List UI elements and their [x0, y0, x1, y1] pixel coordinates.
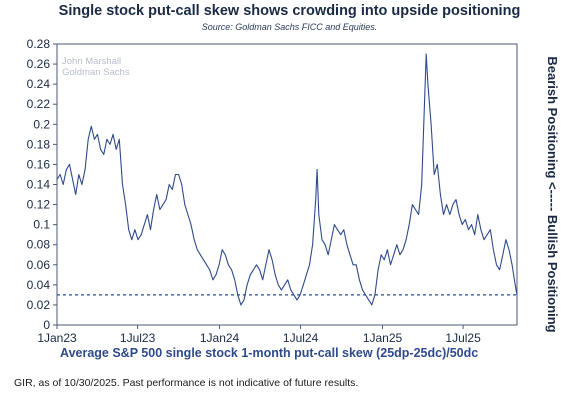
y-tick-label: 0.24: [27, 77, 51, 91]
series-layer: [56, 53, 518, 306]
chart-source: Source: Goldman Sachs FICC and Equities.: [201, 22, 378, 32]
x-tick-label: 1Jul25: [445, 331, 481, 345]
y-tick-label: 0.04: [27, 278, 51, 292]
x-tick-label: 1Jan23: [37, 331, 77, 345]
plot-frame: [56, 43, 518, 326]
x-tick-label: 1Jan24: [200, 331, 240, 345]
y-tick-label: 0: [43, 318, 50, 332]
x-axis-label: Average S&P 500 single stock 1-month put…: [60, 346, 479, 360]
y-tick-label: 0.14: [27, 178, 51, 192]
y-axis: 0 0.02 0.04 0.06 0.08 0.1 0.12 0.14 0.16 0.18 0.2 0…: [27, 37, 57, 332]
y-tick-label: 0.12: [27, 198, 51, 212]
right-axis-label: Bearish Positioning <----- Bullish Posit…: [545, 56, 560, 332]
watermark-line-1: John Marshall: [62, 56, 121, 67]
x-tick-label: 1Jul23: [120, 331, 156, 345]
y-tick-label: 0.02: [27, 298, 51, 312]
y-tick-label: 0.08: [27, 238, 51, 252]
chart-title: Single stock put-call skew shows crowdin…: [58, 3, 521, 19]
y-tick-label: 0.22: [27, 97, 51, 111]
watermark: John Marshall Goldman Sachs: [62, 56, 130, 78]
y-tick-label: 0.26: [27, 57, 51, 71]
x-axis: 1Jan23 1Jul23 1Jan24 1Jul24 1Jan25 1Jul25: [37, 325, 481, 345]
y-tick-label: 0.28: [27, 37, 51, 51]
footer-note: GIR, as of 10/30/2025. Past performance …: [14, 377, 359, 389]
y-tick-label: 0.2: [33, 117, 50, 131]
y-tick-label: 0.16: [27, 157, 51, 171]
y-tick-label: 0.1: [33, 218, 50, 232]
x-tick-label: 1Jul24: [283, 331, 319, 345]
x-tick-label: 1Jan25: [363, 331, 403, 345]
y-tick-label: 0.06: [27, 258, 51, 272]
watermark-line-2: Goldman Sachs: [62, 67, 130, 78]
series-line: [56, 53, 518, 306]
y-tick-label: 0.18: [27, 137, 51, 151]
